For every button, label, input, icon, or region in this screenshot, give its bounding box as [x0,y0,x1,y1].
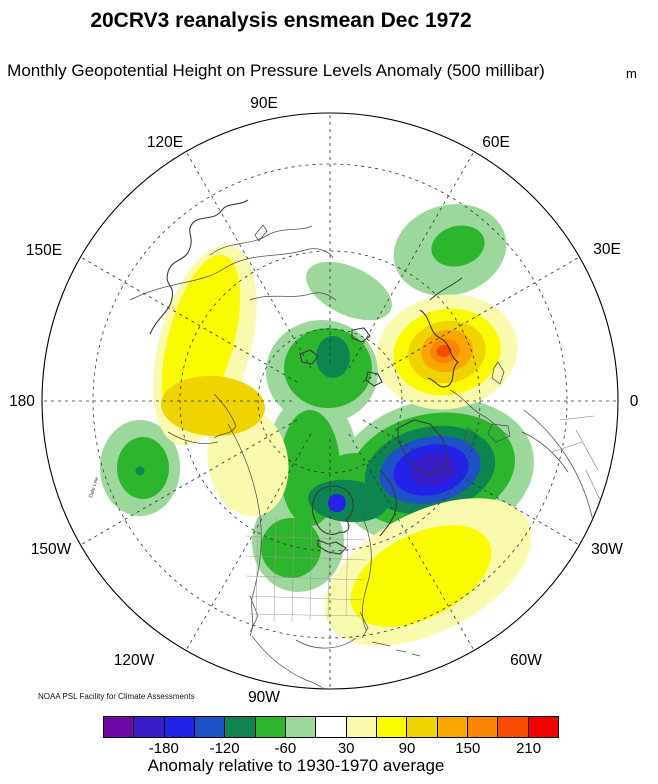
anomaly-blob-n180 [410,453,456,487]
longitude-label-60E: 60E [482,134,510,151]
credit-text: NOAA PSL Facility for Climate Assessment… [38,692,195,701]
anomaly-blob-n60 [431,225,485,267]
colorbar-tick-label: -60 [274,740,297,757]
anomaly-blob-n90 [316,336,350,378]
map-boundary-circle [41,112,619,690]
longitude-label-150E: 150E [25,242,63,259]
longitude-label-180: 180 [9,393,35,410]
colorbar-cell [285,717,317,737]
anomaly-blob-n90 [135,466,145,476]
colorbar-cell [194,717,226,737]
colorbar-cell [164,717,195,737]
longitude-label-90W: 90W [248,689,280,706]
longitude-label-0: 0 [629,393,639,410]
anomaly-blob-n60 [261,518,321,578]
longitude-label-150W: 150W [30,541,72,558]
anomaly-blob-n30 [306,261,392,321]
longitude-label-30W: 30W [591,541,623,558]
colorbar-cell [528,717,558,737]
date-line-label: Date Line [88,476,100,498]
colorbar-cell [376,717,408,737]
colorbar-cell [467,717,499,737]
colorbar-cell [346,717,377,737]
longitude-label-90E: 90E [250,95,278,112]
longitude-label-30E: 30E [593,241,621,258]
colorbar-tick-label: 210 [516,740,542,757]
anomaly-field [100,204,534,646]
page-title: 20CRV3 reanalysis ensmean Dec 1972 [90,9,472,32]
anomaly-blob-p180 [436,344,452,358]
subtitle: Monthly Geopotential Height on Pressure … [7,61,545,80]
colorbar-cell [134,717,165,737]
coastlines [129,224,601,688]
anomaly-blob-p90 [161,375,265,437]
latitude-circle [257,328,403,474]
colorbar-caption: Anomaly relative to 1930-1970 average [147,756,445,775]
colorbar-tick-label: 90 [398,740,416,757]
longitude-label-120W: 120W [113,652,155,669]
colorbar-tick-label: -180 [148,740,179,757]
graticule [43,114,617,688]
anomaly-blob-n150 [328,494,346,512]
colorbar-cell [225,717,256,737]
colorbar-tick-label: 30 [337,740,355,757]
longitude-label-60W: 60W [510,652,542,669]
colorbar-cell [104,717,135,737]
colorbar-cell [437,717,468,737]
longitude-label-120E: 120E [146,134,184,151]
colorbar-tick-label: -120 [209,740,240,757]
colorbar-tick-label: 150 [455,740,481,757]
colorbar-cell [255,717,286,737]
colorbar [103,716,559,738]
coastlines-bold [149,199,459,555]
colorbar-cell [498,717,529,737]
units-label: m [626,66,637,81]
colorbar-cell [407,717,438,737]
state-borders [245,517,367,623]
colorbar-cell [316,717,347,737]
